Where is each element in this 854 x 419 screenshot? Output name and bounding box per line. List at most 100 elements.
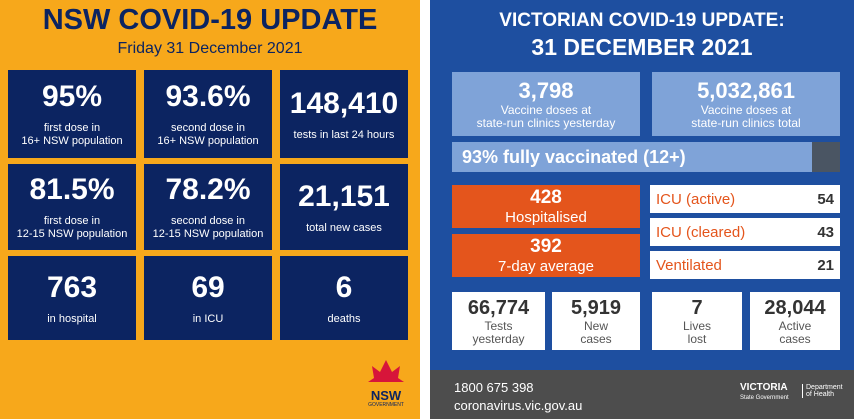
nsw-tile: 763 in hospital [8,256,136,340]
nsw-tile: 6 deaths [280,256,408,340]
vaccine-label: Vaccine doses at [500,103,592,117]
stat-value: 7 [691,296,703,319]
vic-title-1: VICTORIAN COVID-19 UPDATE: [499,10,785,31]
dept: Department of Health [802,384,843,398]
stat-value: 5,919 [570,296,622,319]
vaccine-label: state-run clinics total [691,116,801,130]
hospital-label: Hospitalised [505,209,587,226]
vic-panel: VICTORIAN COVID-19 UPDATE: 31 DECEMBER 2… [430,0,854,419]
nsw-logo: NSW GOVERNMENT [360,358,412,414]
footer-phone: 1800 675 398 [454,380,534,395]
vaccinated-text: 93% fully vaccinated (12+) [452,142,812,172]
vaccine-label: Vaccine doses at [700,103,792,117]
tile-label: deaths [327,313,360,326]
stat-label: yesterday [472,331,525,346]
vaccine-label: state-run clinics yesterday [476,116,616,130]
stat-label: cases [779,331,811,346]
hospital-label: 7-day average [498,258,594,275]
stat-value: 28,044 [764,296,826,319]
stat-label: New [583,318,608,333]
stat-label: Active [778,318,812,333]
tile-label-line: 12-15 NSW population [152,228,264,240]
nsw-date: Friday 31 December 2021 [117,40,303,57]
nsw-tile: 148,410 tests in last 24 hours [280,70,408,158]
vic-logo-sub: State Government [740,395,789,401]
icu-value: 21 [817,256,834,274]
nsw-tile: 81.5% first dose in 12-15 NSW population [8,164,136,250]
vaccine-box: 3,798 Vaccine doses at state-run clinics y… [452,72,640,136]
tile-value: 78.2% [165,173,251,206]
hospital-box: 392 7-day average [452,234,640,277]
tile-value: 763 [46,270,98,304]
icu-value: 54 [817,190,834,208]
tile-label: second dose in 12-15 NSW population [153,215,264,241]
tile-label-line: in ICU [192,312,224,325]
tile-value: 95% [41,80,103,113]
tile-value: 93.6% [165,80,251,113]
vic-title-2: 31 DECEMBER 2021 [531,34,753,60]
stat-label: Lives [682,318,711,333]
stat-label: lost [687,331,707,346]
tile-label-line: 16+ NSW population [21,135,123,147]
vic-footer: 1800 675 398 coronavirus.vic.gov.au VICT… [430,370,854,419]
tile-label: tests in last 24 hours [294,129,395,142]
nsw-title: NSW COVID-19 UPDATE [42,4,378,36]
stat-box: 28,044 Active cases [750,292,840,350]
vaccinated-bar: 93% fully vaccinated (12+) [452,142,840,172]
stat-label: Tests [484,318,513,333]
icu-value: 43 [817,223,834,241]
tile-label-line: total new cases [306,221,382,234]
icu-label: ICU (active) [656,190,736,208]
stat-label: cases [580,331,612,346]
tile-label-line: first dose in [43,122,101,134]
waratah-icon [368,360,404,382]
icu-label: ICU (cleared) [656,223,746,241]
nsw-tile: 21,151 total new cases [280,164,408,250]
hospital-box: 428 Hospitalised [452,185,640,228]
nsw-logo-sub: GOVERNMENT [368,402,404,408]
tile-label-line: 16+ NSW population [157,135,259,147]
stat-box: 66,774 Tests yesterday [452,292,545,350]
tile-label-line: first dose in [43,215,101,227]
tile-label-line: deaths [327,312,361,325]
hospital-value: 392 [530,236,562,257]
tile-label-line: tests in last 24 hours [293,128,395,141]
dept-1: Department [806,384,843,391]
nsw-tile: 95% first dose in 16+ NSW population [8,70,136,158]
tile-label-line: 12-15 NSW population [16,228,128,240]
vaccine-value: 3,798 [518,78,574,103]
dept-2: of Health [806,391,835,398]
tile-label-line: in hospital [47,312,97,325]
tile-label: second dose in 16+ NSW population [157,122,258,148]
nsw-tile: 69 in ICU [144,256,272,340]
tile-label-line: second dose in [171,215,245,227]
nsw-logo-name: NSW [370,388,402,403]
icu-label: Ventilated [656,256,722,274]
tile-value: 21,151 [298,179,390,213]
tile-value: 81.5% [29,173,115,206]
tile-label: first dose in 12-15 NSW population [17,215,128,241]
tile-label: in ICU [193,313,224,326]
icu-row: ICU (cleared) 43 [650,218,840,246]
icu-row: Ventilated 21 [650,251,840,279]
vaccine-box: 5,032,861 Vaccine doses at state-run clini… [652,72,840,136]
hospital-value: 428 [530,187,562,208]
tile-label: in hospital [47,313,97,326]
vaccine-value: 5,032,861 [697,78,795,103]
tile-value: 69 [191,270,225,304]
icu-row: ICU (active) 54 [650,185,840,213]
stat-box: 7 Lives lost [652,292,742,350]
nsw-tile: 78.2% second dose in 12-15 NSW population [144,164,272,250]
footer-web: coronavirus.vic.gov.au [454,398,583,413]
nsw-panel: NSW COVID-19 UPDATE Friday 31 December 2… [0,0,420,419]
stat-value: 66,774 [467,296,530,319]
tile-value: 6 [335,270,353,304]
vic-logo-name: VICTORIA [740,382,788,393]
tile-value: 148,410 [289,86,399,120]
tile-label-line: second dose in [170,122,245,134]
nsw-tile: 93.6% second dose in 16+ NSW population [144,70,272,158]
tile-label: total new cases [306,222,382,235]
stat-box: 5,919 New cases [552,292,640,350]
tile-label: first dose in 16+ NSW population [21,122,122,148]
